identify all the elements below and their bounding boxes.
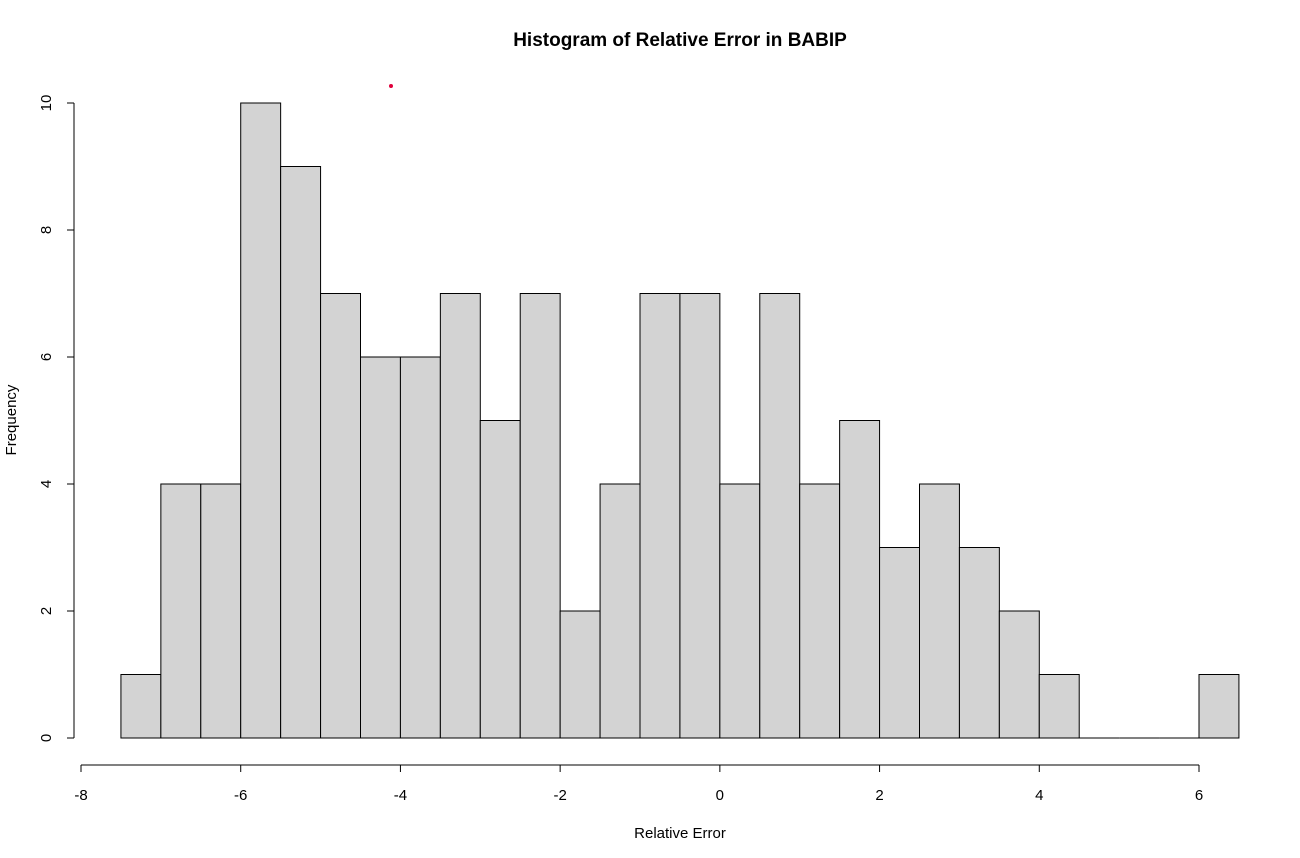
y-tick-label: 8 xyxy=(38,226,55,234)
red-dot-marker xyxy=(389,84,393,88)
histogram-bar xyxy=(1198,674,1240,739)
histogram-bar xyxy=(280,166,322,739)
histogram-bar xyxy=(160,483,202,739)
histogram-bar xyxy=(719,483,761,739)
histogram-bar xyxy=(599,483,641,739)
histogram-bar xyxy=(958,547,1000,739)
y-tick-label: 6 xyxy=(38,353,55,361)
x-tick-label: 4 xyxy=(1035,787,1043,804)
histogram-bar xyxy=(879,547,920,739)
histogram-bar xyxy=(200,483,242,739)
y-axis-label: Frequency xyxy=(3,384,20,455)
histogram-bar xyxy=(519,293,561,739)
y-tick-label: 4 xyxy=(38,480,55,488)
histogram-bar xyxy=(479,420,521,739)
histogram-bar xyxy=(919,483,960,739)
histogram-bar xyxy=(839,420,881,739)
x-tick-label: -8 xyxy=(74,787,87,804)
histogram-bar xyxy=(799,483,841,739)
histogram-bar xyxy=(1038,674,1080,739)
histogram-bar xyxy=(679,293,721,739)
histogram-bar xyxy=(639,293,681,739)
histogram-bar xyxy=(559,610,601,739)
x-tick-label: -6 xyxy=(234,787,247,804)
x-tick-label: 6 xyxy=(1195,787,1203,804)
x-tick-label: -2 xyxy=(553,787,566,804)
x-tick-label: 2 xyxy=(875,787,883,804)
x-axis-label: Relative Error xyxy=(634,825,726,842)
histogram-bar xyxy=(240,102,282,739)
histogram-bar xyxy=(439,293,481,739)
bars-group xyxy=(120,102,1240,739)
y-tick-label: 0 xyxy=(38,734,55,742)
histogram-bar xyxy=(998,610,1040,739)
y-tick-label: 2 xyxy=(38,607,55,615)
x-tick-label: 0 xyxy=(716,787,724,804)
histogram-bar xyxy=(399,356,441,739)
y-axis: 0 2 4 6 8 10 xyxy=(38,95,75,742)
histogram-bar xyxy=(360,356,401,739)
x-tick-label: -4 xyxy=(394,787,407,804)
y-tick-label: 10 xyxy=(38,95,55,112)
x-axis: -8 -6 -4 -2 0 2 4 6 xyxy=(74,764,1203,804)
histogram-bar xyxy=(120,674,162,739)
histogram-bar xyxy=(759,293,801,739)
histogram-bar xyxy=(320,293,362,739)
chart-title: Histogram of Relative Error in BABIP xyxy=(513,30,847,51)
